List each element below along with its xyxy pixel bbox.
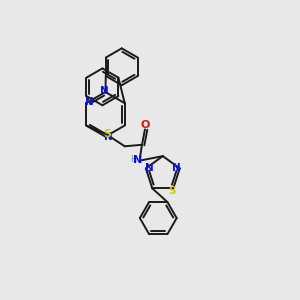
Text: N: N	[104, 132, 113, 142]
Text: N: N	[133, 155, 142, 165]
Text: O: O	[141, 120, 150, 130]
Text: N: N	[100, 85, 108, 96]
Text: S: S	[103, 129, 111, 140]
Text: N: N	[172, 163, 181, 173]
Text: S: S	[168, 186, 176, 196]
Text: N: N	[85, 97, 94, 107]
Text: H: H	[130, 154, 136, 164]
Text: N: N	[145, 163, 154, 173]
